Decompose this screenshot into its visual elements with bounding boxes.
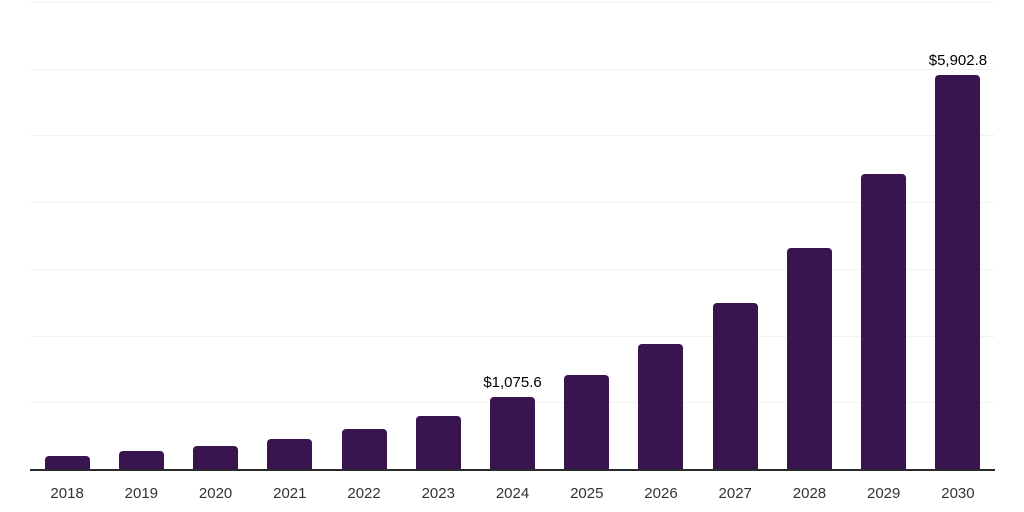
bar-2026[interactable] — [638, 343, 684, 469]
bar-slot-2027 — [698, 2, 772, 469]
bar-slot-2022 — [327, 2, 401, 469]
bar-slot-2019 — [104, 2, 178, 469]
x-tick-2023: 2023 — [421, 485, 455, 502]
bar-value-label-2030: $5,902.8 — [928, 52, 988, 70]
x-tick-2022: 2022 — [347, 485, 381, 502]
bar-slot-2025 — [550, 2, 624, 469]
bar-slot-2024: $1,075.6 — [475, 2, 549, 469]
x-tick-2025: 2025 — [570, 485, 604, 502]
bar-slot-2023 — [401, 2, 475, 469]
x-tick-2021: 2021 — [273, 485, 307, 502]
bar-2018[interactable] — [44, 456, 90, 469]
bar-2019[interactable] — [118, 451, 164, 469]
x-tick-2026: 2026 — [644, 485, 678, 502]
bar-value-label-2024: $1,075.6 — [483, 374, 542, 392]
bar-2024[interactable] — [490, 397, 536, 469]
bar-2025[interactable] — [564, 374, 610, 469]
bar-2029[interactable] — [861, 173, 907, 469]
bars-container: $1,075.6 $5,902.8 — [30, 2, 995, 469]
x-tick-2020: 2020 — [198, 485, 233, 502]
x-tick-2029: 2029 — [867, 485, 901, 502]
bar-slot-2018 — [30, 2, 104, 469]
bar-slot-2030: $5,902.8 — [921, 2, 995, 469]
x-axis: 2018 2019 2020 2021 2022 2023 2024 2025 2026 2027… — [30, 471, 995, 502]
bar-slot-2026 — [624, 2, 698, 469]
plot-area: $1,075.6 $5,902.8 — [30, 2, 995, 471]
bar-2021[interactable] — [267, 438, 313, 469]
bar-slot-2029 — [847, 2, 921, 469]
bar-2027[interactable] — [712, 302, 758, 469]
bar-slot-2021 — [253, 2, 327, 469]
bar-2020[interactable] — [193, 446, 239, 469]
bar-slot-2028 — [772, 2, 846, 469]
x-tick-2019: 2019 — [124, 485, 159, 502]
bar-2023[interactable] — [415, 415, 461, 469]
bar-2028[interactable] — [786, 247, 832, 469]
bar-2022[interactable] — [341, 428, 387, 469]
bar-2030[interactable] — [935, 75, 981, 469]
x-tick-2027: 2027 — [718, 485, 752, 502]
x-tick-2024: 2024 — [495, 485, 530, 502]
bar-slot-2020 — [178, 2, 252, 469]
x-tick-2018: 2018 — [50, 485, 84, 502]
x-tick-2028: 2028 — [792, 485, 827, 502]
x-tick-2030: 2030 — [941, 485, 975, 502]
